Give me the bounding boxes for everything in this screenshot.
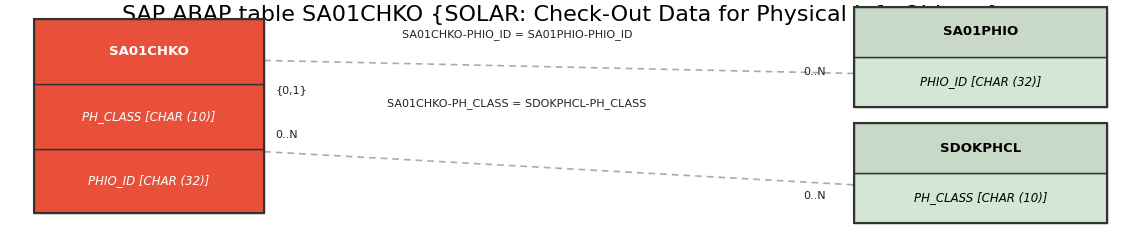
Text: SA01CHKO: SA01CHKO <box>109 45 189 58</box>
Bar <box>854 7 1107 57</box>
Text: SA01CHKO-PHIO_ID = SA01PHIO-PHIO_ID: SA01CHKO-PHIO_ID = SA01PHIO-PHIO_ID <box>401 29 633 40</box>
Bar <box>854 7 1107 107</box>
Text: 0..N: 0..N <box>804 67 826 77</box>
Text: 0..N: 0..N <box>804 191 826 201</box>
Bar <box>34 19 264 84</box>
Bar <box>854 123 1107 223</box>
Bar <box>854 173 1107 223</box>
Text: PHIO_ID [CHAR (32)]: PHIO_ID [CHAR (32)] <box>89 174 209 187</box>
Text: SDOKPHCL: SDOKPHCL <box>940 142 1022 155</box>
Bar <box>854 123 1107 173</box>
Text: {0,1}: {0,1} <box>275 85 307 95</box>
Text: 0..N: 0..N <box>275 130 298 140</box>
Bar <box>34 19 264 213</box>
Text: PH_CLASS [CHAR (10)]: PH_CLASS [CHAR (10)] <box>914 191 1048 204</box>
Bar <box>34 84 264 149</box>
Bar <box>34 149 264 213</box>
Text: SAP ABAP table SA01CHKO {SOLAR: Check-Out Data for Physical Info Objects}: SAP ABAP table SA01CHKO {SOLAR: Check-Ou… <box>123 5 1001 25</box>
Text: SA01PHIO: SA01PHIO <box>943 26 1018 38</box>
Text: SA01CHKO-PH_CLASS = SDOKPHCL-PH_CLASS: SA01CHKO-PH_CLASS = SDOKPHCL-PH_CLASS <box>388 98 646 109</box>
Text: PH_CLASS [CHAR (10)]: PH_CLASS [CHAR (10)] <box>82 110 216 123</box>
Text: PHIO_ID [CHAR (32)]: PHIO_ID [CHAR (32)] <box>921 75 1041 88</box>
Bar <box>854 57 1107 107</box>
